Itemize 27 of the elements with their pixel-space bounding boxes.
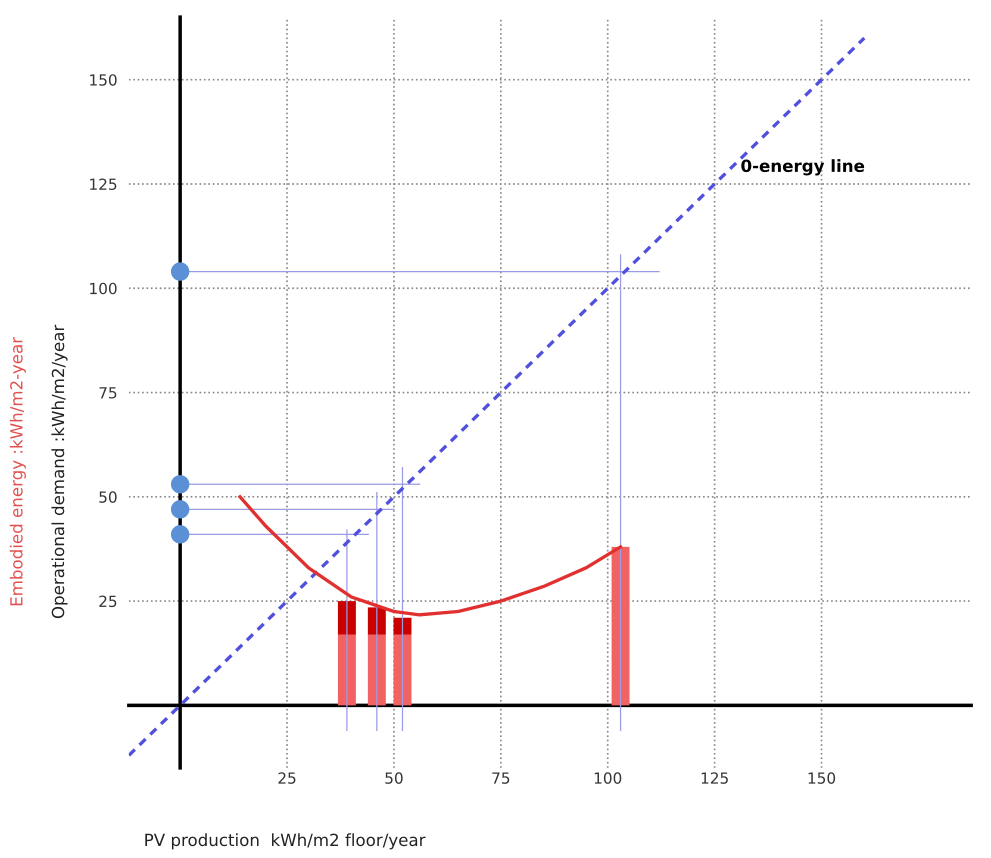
x-tick-label: 125 xyxy=(702,772,728,784)
point xyxy=(170,500,190,519)
x-tick-label: 25 xyxy=(278,772,296,784)
point xyxy=(170,262,190,281)
line-series xyxy=(238,495,622,617)
bar xyxy=(394,634,412,706)
x-axis-title: PV production kWh/m2 floor/year xyxy=(145,833,426,850)
bar xyxy=(394,618,412,634)
x-tick-label: 150 xyxy=(808,772,836,784)
y-tick-label: 125 xyxy=(90,178,116,190)
bar xyxy=(368,634,386,706)
y-tick-label: 75 xyxy=(99,387,116,399)
x-tick-label: 100 xyxy=(594,772,622,784)
x-tick-label: 75 xyxy=(492,772,510,784)
bar xyxy=(338,634,356,706)
y-tick-label: 100 xyxy=(90,282,117,294)
y-tick-label: 25 xyxy=(99,596,116,608)
bar xyxy=(612,546,630,706)
bar xyxy=(338,601,356,634)
y-tick-label: 150 xyxy=(90,74,117,86)
y-tick-label: 50 xyxy=(99,491,117,503)
x-tick-label: 50 xyxy=(385,772,403,784)
text: Embodied energy :kWh/m2-year xyxy=(10,336,26,606)
annotation: 0-energy line xyxy=(741,159,864,176)
point xyxy=(170,475,190,494)
point xyxy=(170,525,190,544)
y-axis-title: Operational demand :kWh/m2/year xyxy=(51,324,68,618)
